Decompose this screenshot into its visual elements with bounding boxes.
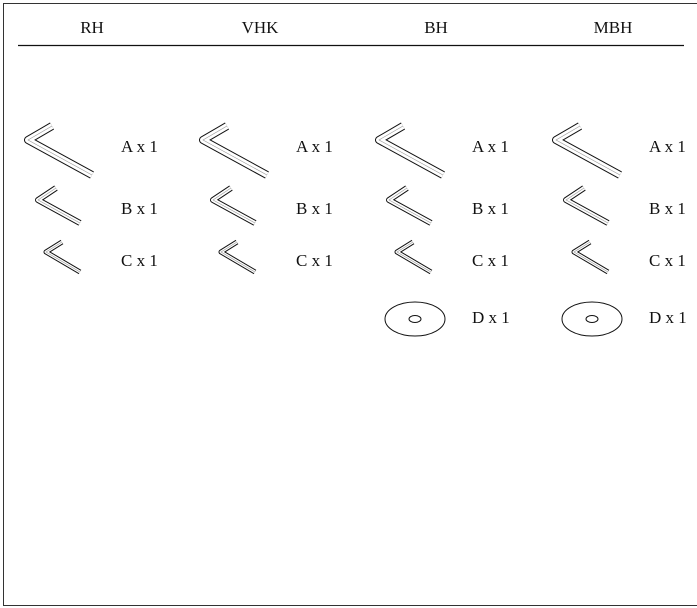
washer-hole xyxy=(408,315,422,323)
part-label: C x 1 xyxy=(649,251,686,270)
part-label: B x 1 xyxy=(649,199,686,218)
part-column: RH A x 1 B x 1 C x 1 xyxy=(24,18,158,275)
key-body xyxy=(553,123,622,178)
part-label: B x 1 xyxy=(472,199,509,218)
key-centerline xyxy=(27,125,93,176)
part-label: A x 1 xyxy=(472,137,509,156)
key-body xyxy=(25,123,94,178)
part-label: D x 1 xyxy=(649,308,687,327)
part-label: C x 1 xyxy=(296,251,333,270)
part-column: VHK A x 1 B x 1 C x 1 xyxy=(199,18,333,275)
frame xyxy=(3,3,697,606)
key-centerline xyxy=(396,241,432,273)
column-title: MBH xyxy=(594,18,633,37)
column-title: BH xyxy=(424,18,448,37)
key-centerline xyxy=(388,187,432,224)
part-label: B x 1 xyxy=(121,199,158,218)
key-centerline xyxy=(45,241,81,273)
part-label: D x 1 xyxy=(472,308,510,327)
key-body xyxy=(200,123,269,178)
key-centerline xyxy=(565,187,609,224)
washer-hole xyxy=(585,315,599,323)
key-centerline xyxy=(202,125,268,176)
part-column: MBH A x 1 B x 1 C x 1 D x 1 xyxy=(552,18,687,337)
key-centerline xyxy=(220,241,256,273)
key-centerline xyxy=(573,241,609,273)
part-label: C x 1 xyxy=(472,251,509,270)
key-centerline xyxy=(212,187,256,224)
key-body xyxy=(376,123,445,178)
part-label: A x 1 xyxy=(121,137,158,156)
part-label: A x 1 xyxy=(296,137,333,156)
part-column: BH A x 1 B x 1 C x 1 D x 1 xyxy=(375,18,510,337)
part-label: C x 1 xyxy=(121,251,158,270)
column-title: VHK xyxy=(242,18,280,37)
key-centerline xyxy=(555,125,621,176)
column-title: RH xyxy=(80,18,104,37)
part-label: B x 1 xyxy=(296,199,333,218)
part-label: A x 1 xyxy=(649,137,686,156)
key-centerline xyxy=(37,187,81,224)
key-centerline xyxy=(378,125,444,176)
